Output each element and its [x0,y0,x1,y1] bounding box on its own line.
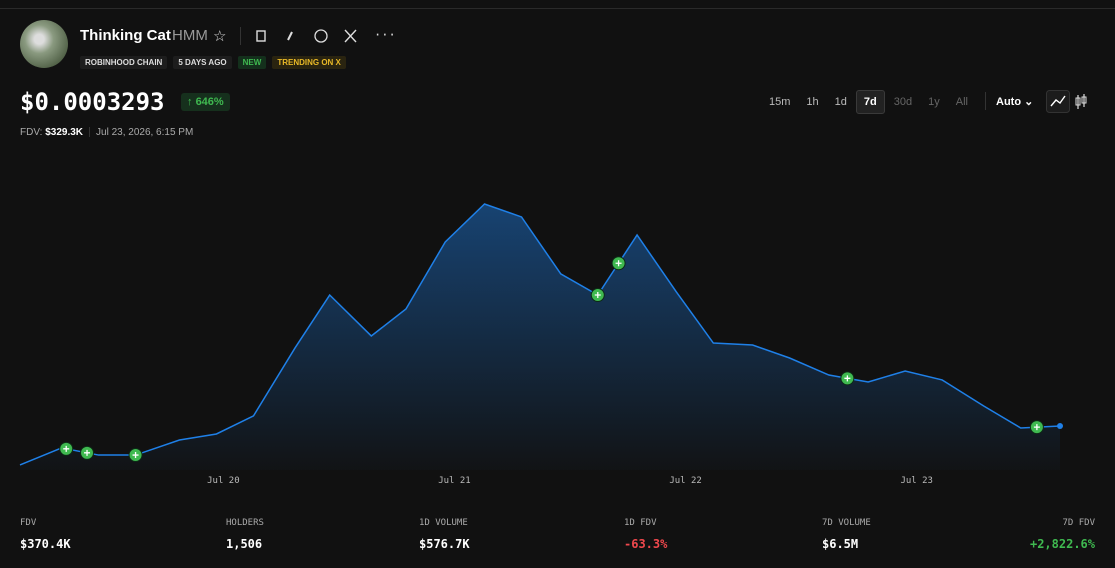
scale-mode[interactable]: Auto ⌄ [996,96,1034,108]
price-line [19,203,1061,466]
token-name: Thinking Cat [80,27,171,44]
stat-label: 1D FDV [624,518,657,528]
trade-marker-plus [132,452,139,459]
timeframe-button[interactable]: 1y [928,96,940,108]
candle-body [1075,97,1081,106]
token-ticker: HMM [172,27,208,44]
price-change: ↑ 646% [181,93,230,111]
x-tick-label: Jul 20 [207,476,240,486]
timeframe-button[interactable]: 15m [769,96,791,108]
star-icon[interactable]: ☆ [213,28,227,45]
edit-icon[interactable] [287,31,293,41]
timeframe-selector: 15m 1h 1d 7d 30d 1y All [760,90,975,114]
scale-mode-label: Auto [996,96,1022,108]
stat-label: 7D FDV [1062,518,1095,528]
line-icon [1050,95,1066,107]
last-point [1057,422,1063,429]
badges: ROBINHOOD CHAIN 5 DAYS AGO NEW TRENDING ON … [80,52,352,70]
price-change-value: 646% [195,96,224,108]
chart-type-toggle [1046,90,1087,113]
price-chart: Jul 20 Jul 21 Jul 22 Jul 23 [19,203,1063,486]
trade-marker-plus [84,449,91,456]
badge: TRENDING ON X [272,56,346,69]
stat-label: FDV [20,518,37,528]
trade-marker-plus [615,260,622,267]
web-icon[interactable] [314,29,328,43]
trade-marker-plus [844,375,851,382]
fdv-line: FDV: $329.3K Jul 23, 2026, 6:15 PM [20,127,193,138]
top-border [0,8,1115,9]
trade-marker-plus [594,292,601,299]
timeframe-button[interactable]: 7d [855,90,885,114]
stat-label: 7D VOLUME [822,518,871,528]
fdv-value: $329.3K [45,127,84,138]
badge: NEW [237,56,267,69]
area [20,203,1060,470]
x-tick-label: Jul 23 [900,476,933,486]
timeframe-button[interactable]: 1d [834,96,847,108]
stat-label: HOLDERS [226,518,264,528]
timeframe-button[interactable]: 30d [893,96,913,108]
price: $0.0003293 [20,88,165,116]
more-icon[interactable]: ··· [374,28,394,42]
badge: ROBINHOOD CHAIN [80,56,168,69]
stat-value: $370.4K [20,537,71,551]
candle-body [1081,96,1087,104]
stat-value: +2,822.6% [1029,537,1095,551]
avatar[interactable] [20,20,68,68]
stat-value: $6.5M [822,537,859,551]
timeframe-button[interactable]: All [955,96,968,108]
action-icons: ··· [256,28,394,43]
fdv-label: FDV: [20,127,43,138]
timeframe-button[interactable]: 1h [806,96,819,108]
trade-marker-plus [1033,424,1040,431]
x-tick-label: Jul 21 [438,476,471,486]
badge: 5 DAYS AGO [173,56,232,69]
stat-value: 1,506 [226,537,263,551]
stat-value: $576.7K [419,537,470,551]
separator [240,27,241,45]
copy-icon[interactable] [256,30,266,42]
x-icon[interactable] [344,29,357,43]
stat-value: -63.3% [624,537,668,551]
stat-label: 1D VOLUME [419,518,468,528]
timestamp: Jul 23, 2026, 6:15 PM [96,127,194,138]
candle-icon[interactable] [1077,94,1085,109]
x-tick-label: Jul 22 [669,476,702,486]
trade-marker-plus [63,445,70,452]
separator [985,92,986,110]
